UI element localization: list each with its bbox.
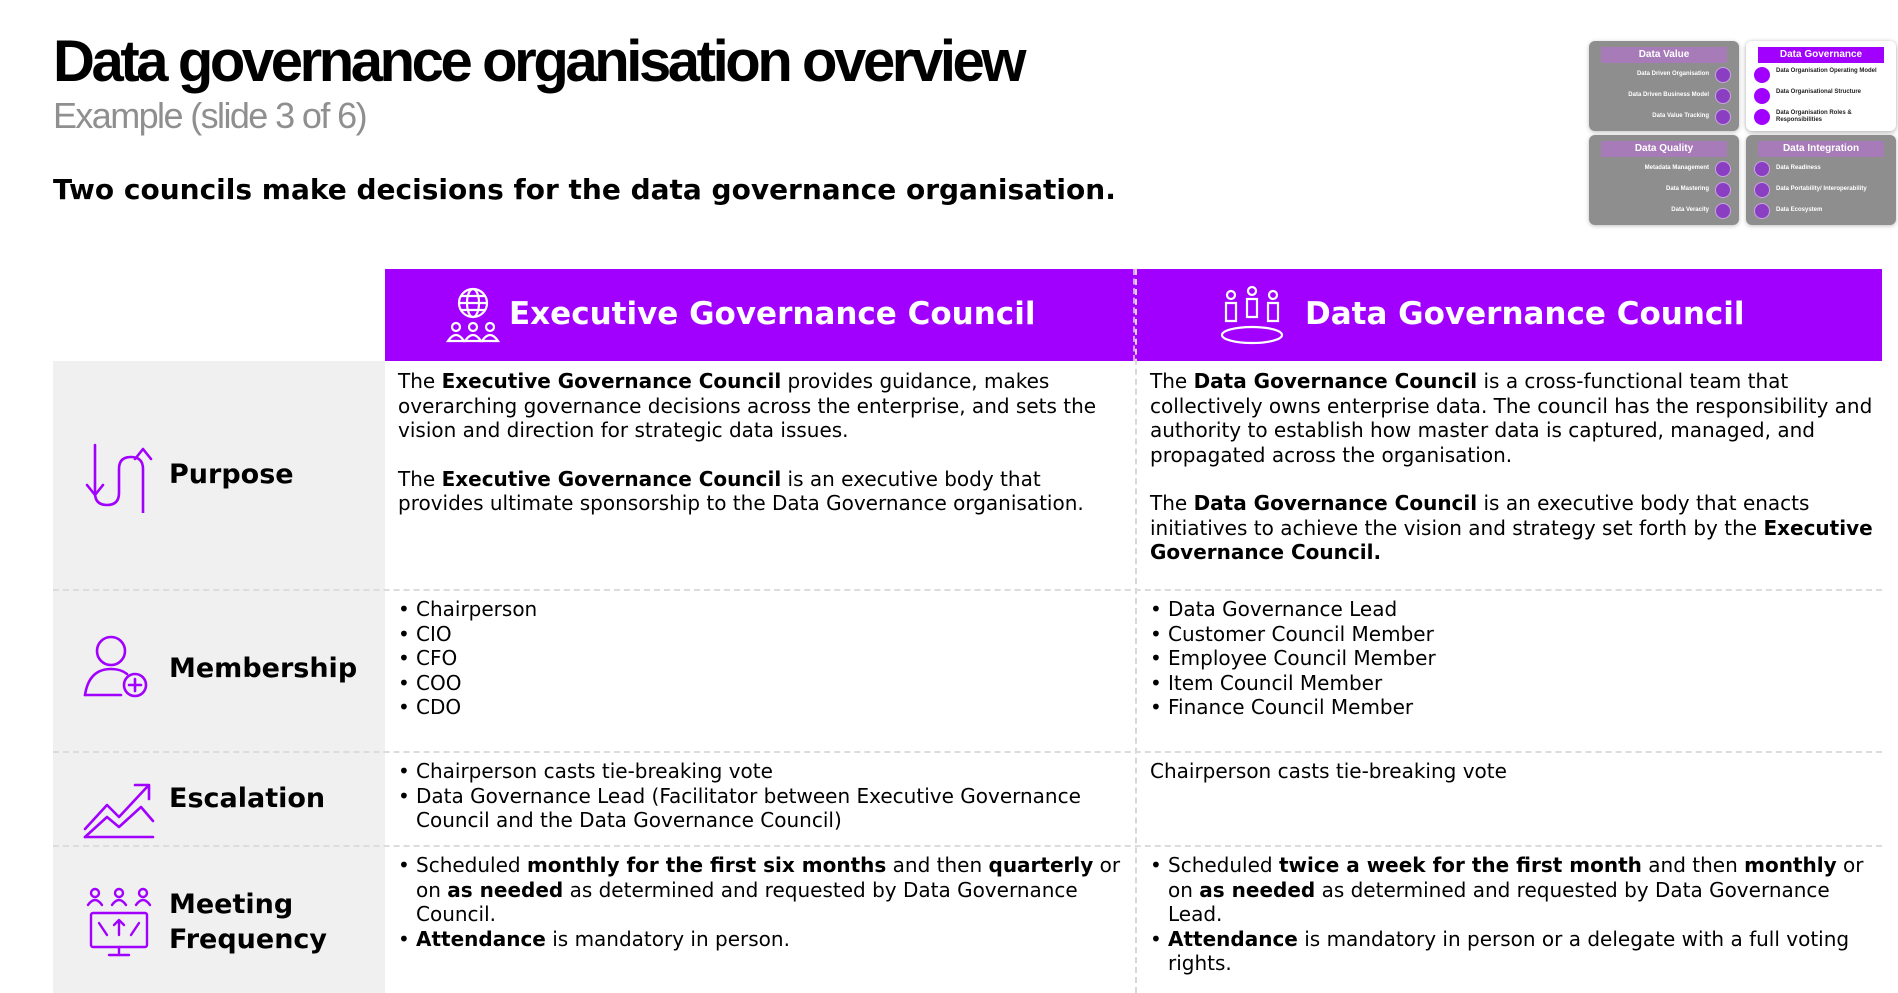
list-item: COO — [398, 671, 1124, 696]
nav-tile-item: Data Readiness — [1754, 160, 1888, 178]
meeting-exec-list: Scheduled monthly for the first six mont… — [398, 853, 1124, 951]
meeting-exec-cell: Scheduled monthly for the first six mont… — [398, 853, 1124, 951]
list-item: Chairperson — [398, 597, 1124, 622]
escalation-dg-text: Chairperson casts tie-breaking vote — [1150, 759, 1507, 783]
nav-tile-data-integration[interactable]: Data Integration Data Readiness Data Por… — [1746, 135, 1896, 225]
nav-tile-label: Data Quality — [1601, 141, 1727, 157]
row-label-escalation: Escalation — [53, 753, 385, 845]
page-tagline: Two councils make decisions for the data… — [53, 173, 1116, 206]
page-subtitle: Example (slide 3 of 6) — [53, 95, 368, 136]
meeting-monitor-icon — [86, 887, 152, 957]
list-item: CDO — [398, 695, 1124, 720]
purpose-dg-paragraph: The Data Governance Council is an execut… — [1150, 491, 1873, 564]
circle-icon — [1715, 161, 1731, 177]
row-label-column: Purpose Membership Escalation Meeting Fre… — [53, 361, 385, 993]
row-label-text: Purpose — [169, 459, 294, 490]
purpose-exec-cell: The Executive Governance Council provide… — [398, 369, 1124, 516]
list-item: CFO — [398, 646, 1124, 671]
column-header-dg: Data Governance Council — [1135, 269, 1883, 361]
page-title: Data governance organisation overview — [53, 29, 1027, 94]
nav-tile-item: Data Value Tracking — [1597, 108, 1731, 126]
row-label-meeting-frequency: Meeting Frequency — [53, 847, 385, 993]
purpose-dg-paragraph: The Data Governance Council is a cross-f… — [1150, 369, 1873, 467]
meeting-dg-cell: Scheduled twice a week for the first mon… — [1150, 853, 1876, 976]
column-header-label: Data Governance Council — [1305, 296, 1745, 332]
nav-tile-label: Data Integration — [1758, 141, 1884, 157]
row-label-text: Escalation — [169, 783, 326, 814]
circle-icon — [1754, 161, 1770, 177]
circle-icon — [1754, 67, 1770, 83]
row-label-text: Meeting Frequency — [169, 889, 328, 955]
meeting-dg-list: Scheduled twice a week for the first mon… — [1150, 853, 1876, 976]
nav-tile-item: Data Veracity — [1597, 202, 1731, 220]
row-divider — [53, 751, 1882, 753]
circle-icon — [1715, 67, 1731, 83]
nav-tile-label: Data Governance — [1758, 47, 1884, 63]
column-divider — [1135, 269, 1137, 993]
row-divider — [53, 589, 1882, 591]
list-item: Scheduled monthly for the first six mont… — [398, 853, 1124, 927]
header-divider — [1133, 269, 1135, 361]
globe-group-icon — [445, 287, 501, 343]
arrows-up-down-icon — [85, 443, 153, 513]
list-item: CIO — [398, 622, 1124, 647]
list-item: Customer Council Member — [1150, 622, 1876, 647]
nav-tile-item: Metadata Management — [1597, 160, 1731, 178]
list-item: Item Council Member — [1150, 671, 1876, 696]
circle-icon — [1754, 109, 1770, 125]
list-item: Employee Council Member — [1150, 646, 1876, 671]
nav-tile-data-governance[interactable]: Data Governance Data Organisation Operat… — [1746, 41, 1896, 131]
list-item: Data Governance Lead (Facilitator betwee… — [398, 784, 1124, 833]
list-item: Finance Council Member — [1150, 695, 1876, 720]
nav-tile-item: Data Organisation Operating Model — [1754, 66, 1888, 84]
circle-icon — [1715, 109, 1731, 125]
circle-icon — [1754, 182, 1770, 198]
nav-tile-label: Data Value — [1601, 47, 1727, 63]
circle-icon — [1715, 203, 1731, 219]
escalation-dg-cell: Chairperson casts tie-breaking vote — [1150, 759, 1876, 784]
row-divider — [53, 845, 1882, 847]
circle-icon — [1715, 182, 1731, 198]
column-header-label: Executive Governance Council — [509, 296, 1036, 332]
escalation-chart-icon — [83, 783, 155, 839]
circle-icon — [1754, 203, 1770, 219]
purpose-exec-paragraph: The Executive Governance Council provide… — [398, 369, 1097, 442]
list-item: Scheduled twice a week for the first mon… — [1150, 853, 1876, 927]
list-item: Chairperson casts tie-breaking vote — [398, 759, 1124, 784]
purpose-dg-cell: The Data Governance Council is a cross-f… — [1150, 369, 1876, 565]
membership-exec-cell: Chairperson CIO CFO COO CDO — [398, 597, 1124, 720]
nav-tile-item: Data Ecosystem — [1754, 202, 1888, 220]
circle-icon — [1715, 88, 1731, 104]
nav-tile-item: Data Mastering — [1597, 181, 1731, 199]
escalation-exec-cell: Chairperson casts tie-breaking vote Data… — [398, 759, 1124, 833]
purpose-exec-paragraph: The Executive Governance Council is an e… — [398, 466, 1084, 516]
nav-tile-item: Data Driven Business Model — [1597, 87, 1731, 105]
list-item: Attendance is mandatory in person or a d… — [1150, 927, 1876, 976]
nav-tile-data-quality[interactable]: Data Quality Metadata Management Data Ma… — [1589, 135, 1739, 225]
escalation-exec-list: Chairperson casts tie-breaking vote Data… — [398, 759, 1124, 833]
membership-dg-cell: Data Governance Lead Customer Council Me… — [1150, 597, 1876, 720]
list-item: Attendance is mandatory in person. — [398, 927, 1124, 952]
column-header-exec: Executive Governance Council — [385, 269, 1133, 361]
people-group-icon — [1220, 285, 1284, 345]
nav-tile-item: Data Organisational Structure — [1754, 87, 1888, 105]
circle-icon — [1754, 88, 1770, 104]
membership-dg-list: Data Governance Lead Customer Council Me… — [1150, 597, 1876, 720]
row-label-purpose: Purpose — [53, 361, 385, 589]
nav-tile-item: Data Portability/ Interoperability — [1754, 181, 1888, 199]
list-item: Data Governance Lead — [1150, 597, 1876, 622]
table-header: Executive Governance Council Data Govern… — [385, 269, 1882, 361]
row-label-text: Membership — [169, 653, 358, 684]
nav-tile-item: Data Organisation Roles & Responsibiliti… — [1754, 108, 1888, 126]
membership-exec-list: Chairperson CIO CFO COO CDO — [398, 597, 1124, 720]
nav-tile-data-value[interactable]: Data Value Data Driven Organisation Data… — [1589, 41, 1739, 131]
nav-tile-item: Data Driven Organisation — [1597, 66, 1731, 84]
row-label-membership: Membership — [53, 591, 385, 751]
user-add-icon — [83, 635, 148, 698]
